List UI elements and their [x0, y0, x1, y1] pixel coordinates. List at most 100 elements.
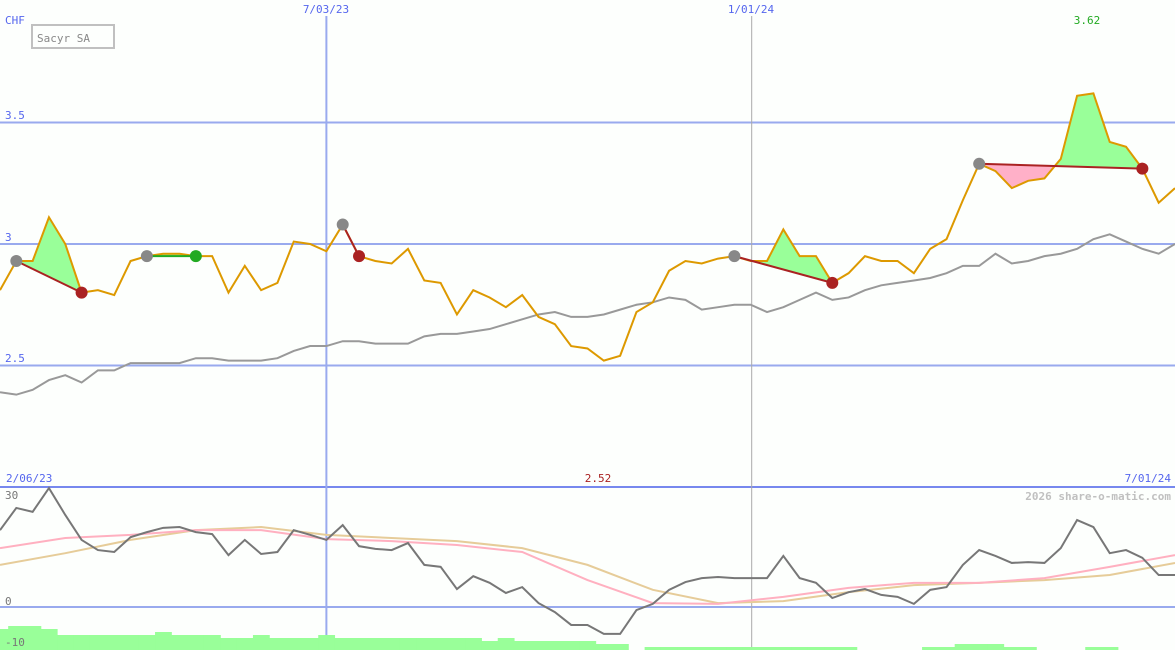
trade-exit-dot	[1136, 162, 1149, 175]
volume-bar	[693, 647, 711, 650]
volume-bar	[285, 638, 303, 650]
volume-bar	[660, 647, 678, 650]
volume-bar	[301, 638, 319, 650]
volume-bar	[318, 635, 336, 650]
xtick-top-0: 7/03/23	[303, 3, 349, 16]
trade-line	[979, 162, 1143, 170]
volume-bar	[252, 635, 270, 650]
volume-bar	[432, 638, 450, 650]
trade-exit-dot	[826, 276, 839, 289]
osc-ytick-0: 0	[5, 595, 12, 608]
series-lines	[0, 92, 1175, 635]
volume-bar	[203, 635, 221, 650]
xtick-start: 2/06/23	[6, 472, 52, 485]
trade-entry-dot	[336, 218, 349, 231]
chart-title: Sacyr SA	[37, 32, 90, 45]
price-line	[0, 92, 1175, 362]
volume-bar	[938, 647, 956, 650]
volume-bar	[987, 644, 1005, 650]
trade-line	[734, 255, 833, 284]
ytick-3: 3	[5, 231, 12, 244]
average-line	[0, 233, 1175, 396]
volume-bar	[497, 638, 515, 650]
volume-bar	[171, 635, 189, 650]
volume-bar	[530, 641, 548, 650]
volume-bar	[399, 638, 417, 650]
volume-bar	[922, 647, 939, 650]
trade-entry-dot	[10, 255, 23, 268]
volume-bar	[8, 626, 25, 650]
trade-exit-dot	[189, 250, 202, 263]
volume-bar	[0, 629, 9, 650]
volume-bar	[416, 638, 433, 650]
volume-bar	[448, 638, 466, 650]
osc-slow-line	[0, 526, 1175, 605]
volume-bar	[350, 638, 368, 650]
volume-bar	[775, 647, 792, 650]
trade-exit-dot	[75, 286, 88, 299]
trade-loss-area	[979, 163, 1143, 189]
volume-bar	[334, 638, 352, 650]
volume-bar	[840, 647, 858, 650]
volume-bar	[758, 647, 776, 650]
volume-bar	[726, 647, 744, 650]
volume-bar	[595, 644, 613, 650]
volume-bar	[481, 641, 499, 650]
title-box: Sacyr SA	[31, 24, 115, 49]
trade-exit-dot	[353, 250, 366, 263]
volume-bar	[514, 641, 531, 650]
trade-entry-dot	[728, 250, 741, 263]
volume-bar	[1101, 647, 1119, 650]
trade-line	[15, 260, 83, 294]
volume-bar	[106, 635, 123, 650]
max-label: 3.62	[1074, 14, 1101, 27]
volume-bar	[971, 644, 988, 650]
volume-bar	[73, 635, 91, 650]
volume-bar	[807, 647, 825, 650]
volume-bar	[546, 641, 564, 650]
volume-bar	[122, 635, 140, 650]
osc-ytick-30: 30	[5, 489, 18, 502]
trade-entry-dot	[973, 157, 986, 170]
osc-ytick-minus10: -10	[5, 636, 25, 649]
trade-entry-dot	[140, 250, 153, 263]
axis-labels: CHF 7/03/23 1/01/24 3.5 3 2.5 3.62 2.52 …	[5, 3, 1171, 649]
volume-bar	[89, 635, 107, 650]
trade-shading	[16, 93, 1143, 293]
volume-bar	[1003, 647, 1021, 650]
volume-bar	[367, 638, 385, 650]
ytick-3.5: 3.5	[5, 109, 25, 122]
volume-bar	[24, 626, 42, 650]
volume-bar	[1019, 647, 1037, 650]
volume-bar	[269, 638, 287, 650]
currency-label: CHF	[5, 14, 25, 27]
volume-bar	[40, 629, 58, 650]
volume-bar	[220, 638, 238, 650]
trade-markers	[10, 157, 1149, 299]
volume-bar	[465, 638, 482, 650]
volume-bar	[611, 644, 629, 650]
osc-fast-line	[0, 529, 1175, 605]
volume-bar	[57, 635, 74, 650]
copyright: 2026 share-o-matic.com	[1025, 490, 1171, 503]
volume-bar	[1085, 647, 1103, 650]
trade-gain-area	[16, 217, 82, 293]
volume-bar	[709, 647, 727, 650]
osc-line	[0, 486, 1175, 635]
volume-bar	[187, 635, 205, 650]
ytick-2.5: 2.5	[5, 352, 25, 365]
min-label: 2.52	[585, 472, 612, 485]
volume-bar	[644, 647, 662, 650]
grid	[0, 16, 1175, 650]
xtick-top-1: 1/01/24	[728, 3, 775, 16]
xtick-end: 7/01/24	[1125, 472, 1172, 485]
volume-bar	[563, 641, 580, 650]
volume-bar	[824, 647, 841, 650]
volume-bar	[579, 641, 597, 650]
volume-bar	[155, 632, 172, 650]
volume-bar	[791, 647, 809, 650]
volume-bar	[236, 638, 254, 650]
volume-bar	[742, 647, 760, 650]
volume-bars	[0, 626, 1119, 650]
